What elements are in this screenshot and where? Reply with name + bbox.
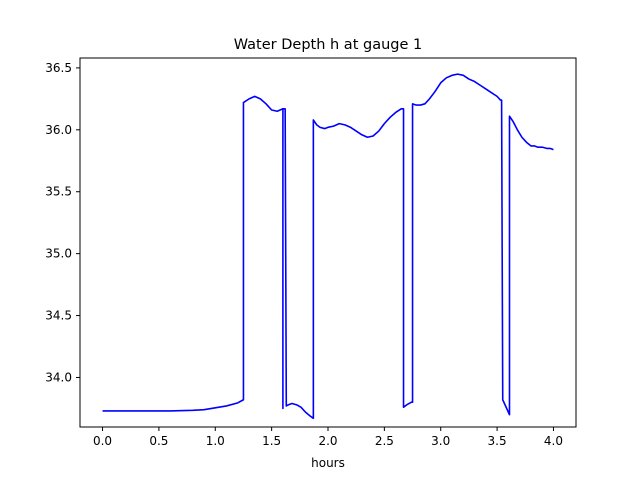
series-line-0 (102, 73, 554, 420)
y-tick-label: 36.5 (45, 61, 72, 75)
x-tick-label: 0.0 (93, 434, 112, 448)
x-tick-label: 2.5 (375, 434, 394, 448)
y-tick-label: 34.5 (45, 309, 72, 323)
x-tick-label: 2.0 (318, 434, 337, 448)
chart-title: Water Depth h at gauge 1 (234, 37, 422, 53)
y-tick-label: 35.0 (45, 247, 72, 261)
y-tick-label: 34.0 (45, 370, 72, 384)
x-ticks: 0.0 0.5 1.0 1.5 2.0 2.5 3.0 3.5 4.0 (93, 427, 563, 448)
x-tick-label: 1.5 (262, 434, 281, 448)
series-layer (102, 73, 554, 420)
plot-area (80, 58, 576, 427)
x-tick-label: 3.5 (488, 434, 507, 448)
x-tick-label: 4.0 (544, 434, 563, 448)
x-tick-label: 3.0 (431, 434, 450, 448)
y-ticks: 34.0 34.5 35.0 35.5 36.0 36.5 (45, 61, 80, 384)
x-axis-label: hours (311, 456, 345, 470)
y-tick-label: 35.5 (45, 185, 72, 199)
y-tick-label: 36.0 (45, 123, 72, 137)
x-tick-label: 0.5 (149, 434, 168, 448)
x-tick-label: 1.0 (206, 434, 225, 448)
